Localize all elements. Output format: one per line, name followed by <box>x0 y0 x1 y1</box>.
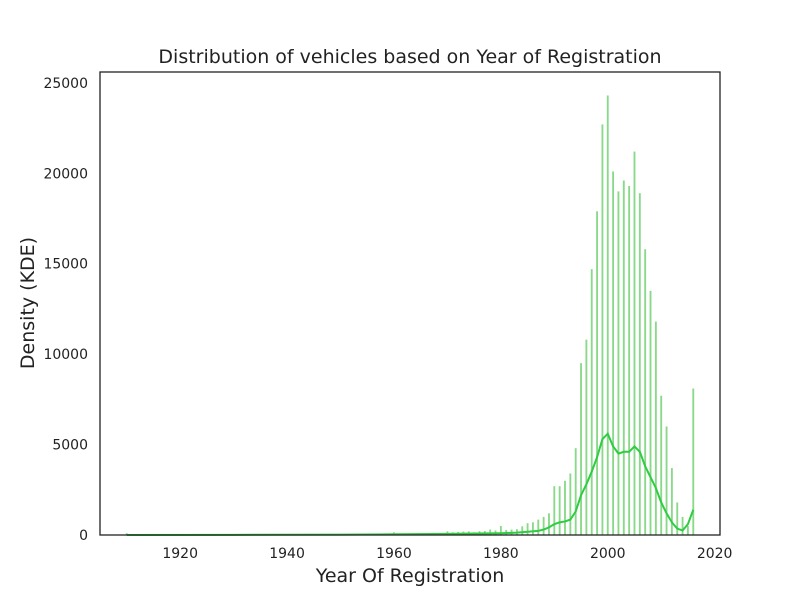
histogram-bar <box>548 513 550 535</box>
y-tick-label: 0 <box>79 528 88 544</box>
histogram-bar <box>526 523 529 535</box>
x-tick-label: 2020 <box>697 546 733 562</box>
histogram-bar <box>537 519 540 535</box>
y-tick-label: 15000 <box>43 257 88 273</box>
histogram-bar <box>638 193 641 535</box>
histogram-bar <box>590 269 593 535</box>
histogram-bar <box>580 363 582 535</box>
histogram-bar <box>521 526 524 535</box>
x-axis-label: Year Of Registration <box>315 565 505 587</box>
histogram-bar <box>687 525 689 535</box>
histogram-bar <box>569 473 572 535</box>
x-tick-label: 1940 <box>269 546 305 562</box>
x-tick-label: 1920 <box>162 546 198 562</box>
histogram-bar <box>558 486 561 535</box>
histogram-bar <box>676 502 679 535</box>
histogram-bar <box>654 321 657 535</box>
x-tick-label: 2000 <box>590 546 626 562</box>
histogram-bar <box>612 171 615 535</box>
histogram-bar <box>681 516 684 535</box>
histogram-bar <box>660 395 663 535</box>
histogram-bar <box>606 95 609 535</box>
histogram-bar <box>499 525 502 535</box>
histogram-bar <box>622 180 625 535</box>
y-tick-label: 5000 <box>52 438 88 454</box>
histogram-bar <box>585 339 588 535</box>
histogram-bar <box>649 290 652 535</box>
y-axis-label: Density (KDE) <box>17 237 39 369</box>
histogram-bar <box>489 529 492 535</box>
y-tick-label: 25000 <box>43 76 88 92</box>
histogram-bar <box>692 388 695 535</box>
histogram-bar <box>596 211 598 535</box>
histogram-bar <box>574 448 577 535</box>
histogram-bars <box>125 95 695 536</box>
x-tick-label: 1960 <box>376 546 412 562</box>
y-tick-label: 20000 <box>43 166 88 182</box>
histogram-bar <box>670 468 673 535</box>
histogram-bar <box>628 185 631 535</box>
histogram-bar <box>644 249 647 536</box>
plot-area-frame <box>99 71 721 536</box>
chart-title: Distribution of vehicles based on Year o… <box>158 46 661 68</box>
histogram-bar <box>532 522 534 535</box>
kde-line <box>126 431 695 536</box>
histogram-bar <box>601 124 604 535</box>
x-tick-label: 1980 <box>483 546 519 562</box>
histogram-bar <box>617 191 620 535</box>
histogram-bar <box>665 426 668 535</box>
y-tick-label: 10000 <box>43 347 88 363</box>
histogram-bar <box>633 151 636 535</box>
histogram-bar <box>553 486 556 535</box>
axis-ticks: 1920 1940 1960 1980 2000 2020 0 5000 10000 15000 2… <box>43 76 732 562</box>
histogram-bar <box>542 516 545 535</box>
histogram-bar <box>564 480 566 535</box>
